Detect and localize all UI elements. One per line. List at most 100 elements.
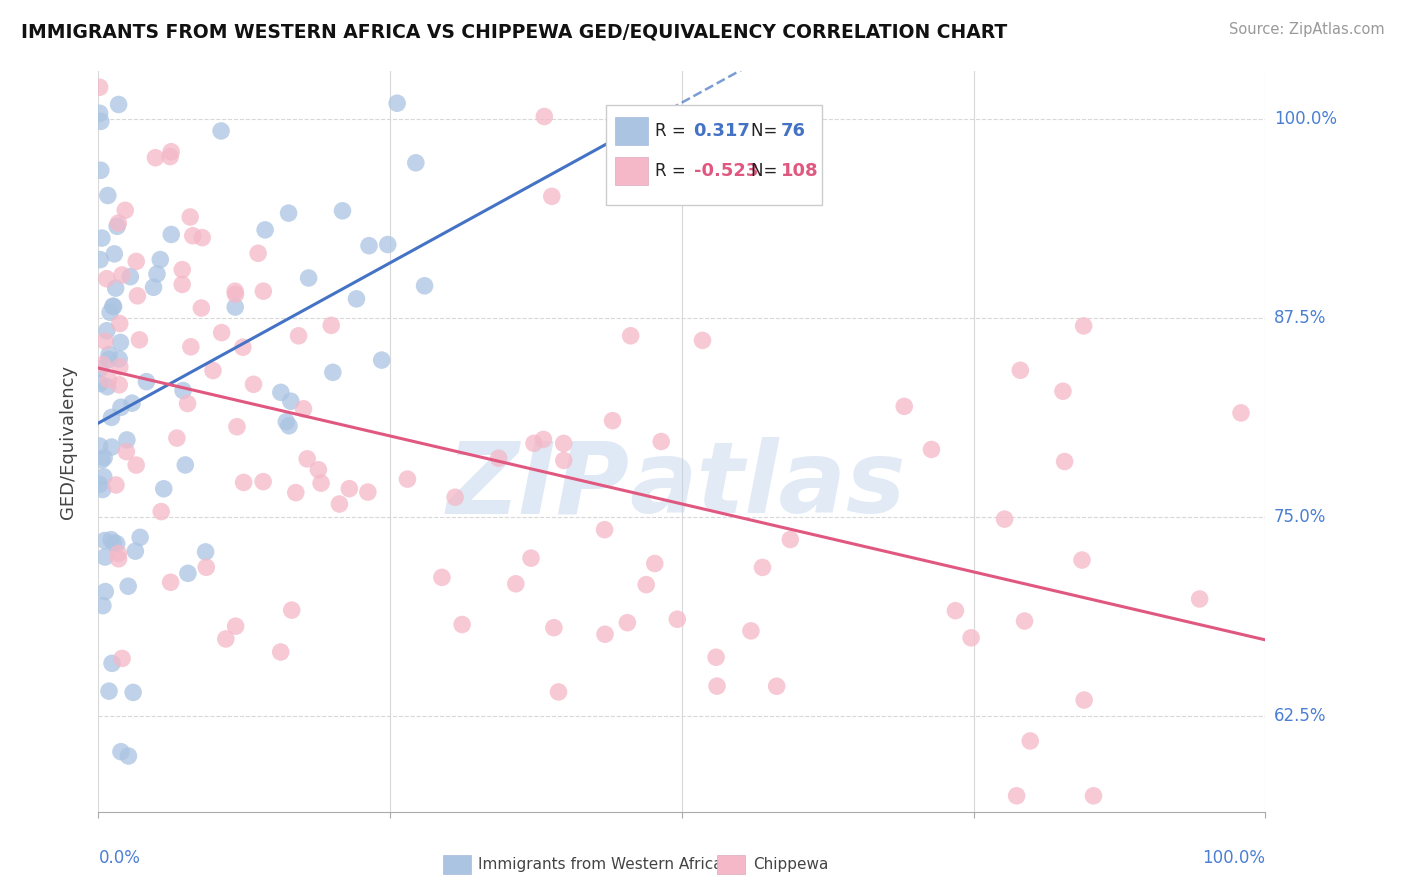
Point [616, 615, 638, 630]
Point [108, 317, 131, 331]
Point [1019, 734, 1042, 748]
Point [1010, 363, 1032, 377]
Point [298, 271, 321, 285]
Point [309, 476, 332, 491]
Text: 0.0%: 0.0% [98, 849, 141, 867]
Point [225, 287, 247, 301]
Point [270, 385, 292, 400]
Point [201, 363, 224, 377]
Point [159, 150, 181, 164]
Point [108, 359, 131, 374]
Point [90, 163, 112, 178]
Point [1188, 591, 1211, 606]
Point [125, 254, 148, 268]
Text: -0.523: -0.523 [693, 162, 758, 180]
Point [287, 328, 309, 343]
Point [94, 584, 117, 599]
Point [270, 645, 292, 659]
Point [135, 375, 157, 389]
Point [115, 433, 138, 447]
Point [100, 440, 122, 454]
Point [650, 434, 672, 449]
Point [357, 238, 380, 252]
Point [505, 576, 527, 591]
Point [430, 570, 453, 584]
Point [993, 512, 1015, 526]
Point [451, 617, 474, 632]
Point [190, 301, 212, 315]
Point [254, 223, 277, 237]
Text: R =: R = [655, 122, 692, 140]
Point [224, 300, 246, 314]
Point [593, 627, 616, 641]
Point [706, 679, 728, 693]
Point [150, 505, 173, 519]
Point [405, 156, 427, 170]
Point [276, 415, 298, 429]
Point [103, 536, 125, 550]
FancyBboxPatch shape [616, 156, 648, 185]
Point [920, 442, 942, 457]
Point [328, 497, 350, 511]
Point [120, 269, 142, 284]
Point [278, 418, 301, 433]
Point [644, 557, 666, 571]
Point [346, 292, 368, 306]
Point [101, 657, 124, 671]
Point [89, 439, 111, 453]
Point [100, 533, 122, 547]
Point [704, 650, 727, 665]
Point [280, 394, 302, 409]
Text: 100.0%: 100.0% [1202, 849, 1265, 867]
Point [93, 470, 115, 484]
Point [488, 451, 510, 466]
Text: 108: 108 [782, 162, 818, 180]
Point [91, 358, 114, 372]
Text: ZIP: ZIP [446, 437, 630, 534]
Point [215, 632, 238, 646]
Point [533, 433, 555, 447]
Point [533, 110, 555, 124]
Point [740, 624, 762, 638]
Point [103, 300, 125, 314]
Point [104, 478, 127, 492]
Point [160, 145, 183, 159]
Text: Source: ZipAtlas.com: Source: ZipAtlas.com [1229, 22, 1385, 37]
Point [177, 566, 200, 581]
Text: atlas: atlas [630, 437, 905, 534]
Point [96, 380, 118, 394]
Point [252, 284, 274, 298]
Point [180, 340, 202, 354]
Point [191, 230, 214, 244]
Point [523, 436, 546, 450]
Point [209, 124, 232, 138]
Point [100, 410, 122, 425]
Text: Immigrants from Western Africa: Immigrants from Western Africa [478, 857, 723, 871]
Point [110, 401, 132, 415]
Point [111, 651, 134, 665]
Point [172, 262, 194, 277]
Text: N=: N= [751, 122, 782, 140]
Point [337, 482, 360, 496]
Point [149, 252, 172, 267]
Point [108, 351, 131, 366]
Point [307, 463, 329, 477]
Point [543, 621, 565, 635]
Point [105, 536, 128, 550]
Point [666, 612, 689, 626]
Text: 62.5%: 62.5% [1274, 707, 1326, 725]
Point [114, 203, 136, 218]
Point [396, 472, 419, 486]
Point [105, 219, 128, 234]
Point [1053, 454, 1076, 468]
Point [357, 485, 380, 500]
Point [122, 685, 145, 699]
Point [602, 414, 624, 428]
Point [97, 352, 120, 367]
Point [94, 533, 117, 548]
Point [89, 376, 111, 391]
Point [101, 299, 124, 313]
Point [292, 401, 315, 416]
Text: N=: N= [751, 162, 782, 180]
Point [129, 530, 152, 544]
